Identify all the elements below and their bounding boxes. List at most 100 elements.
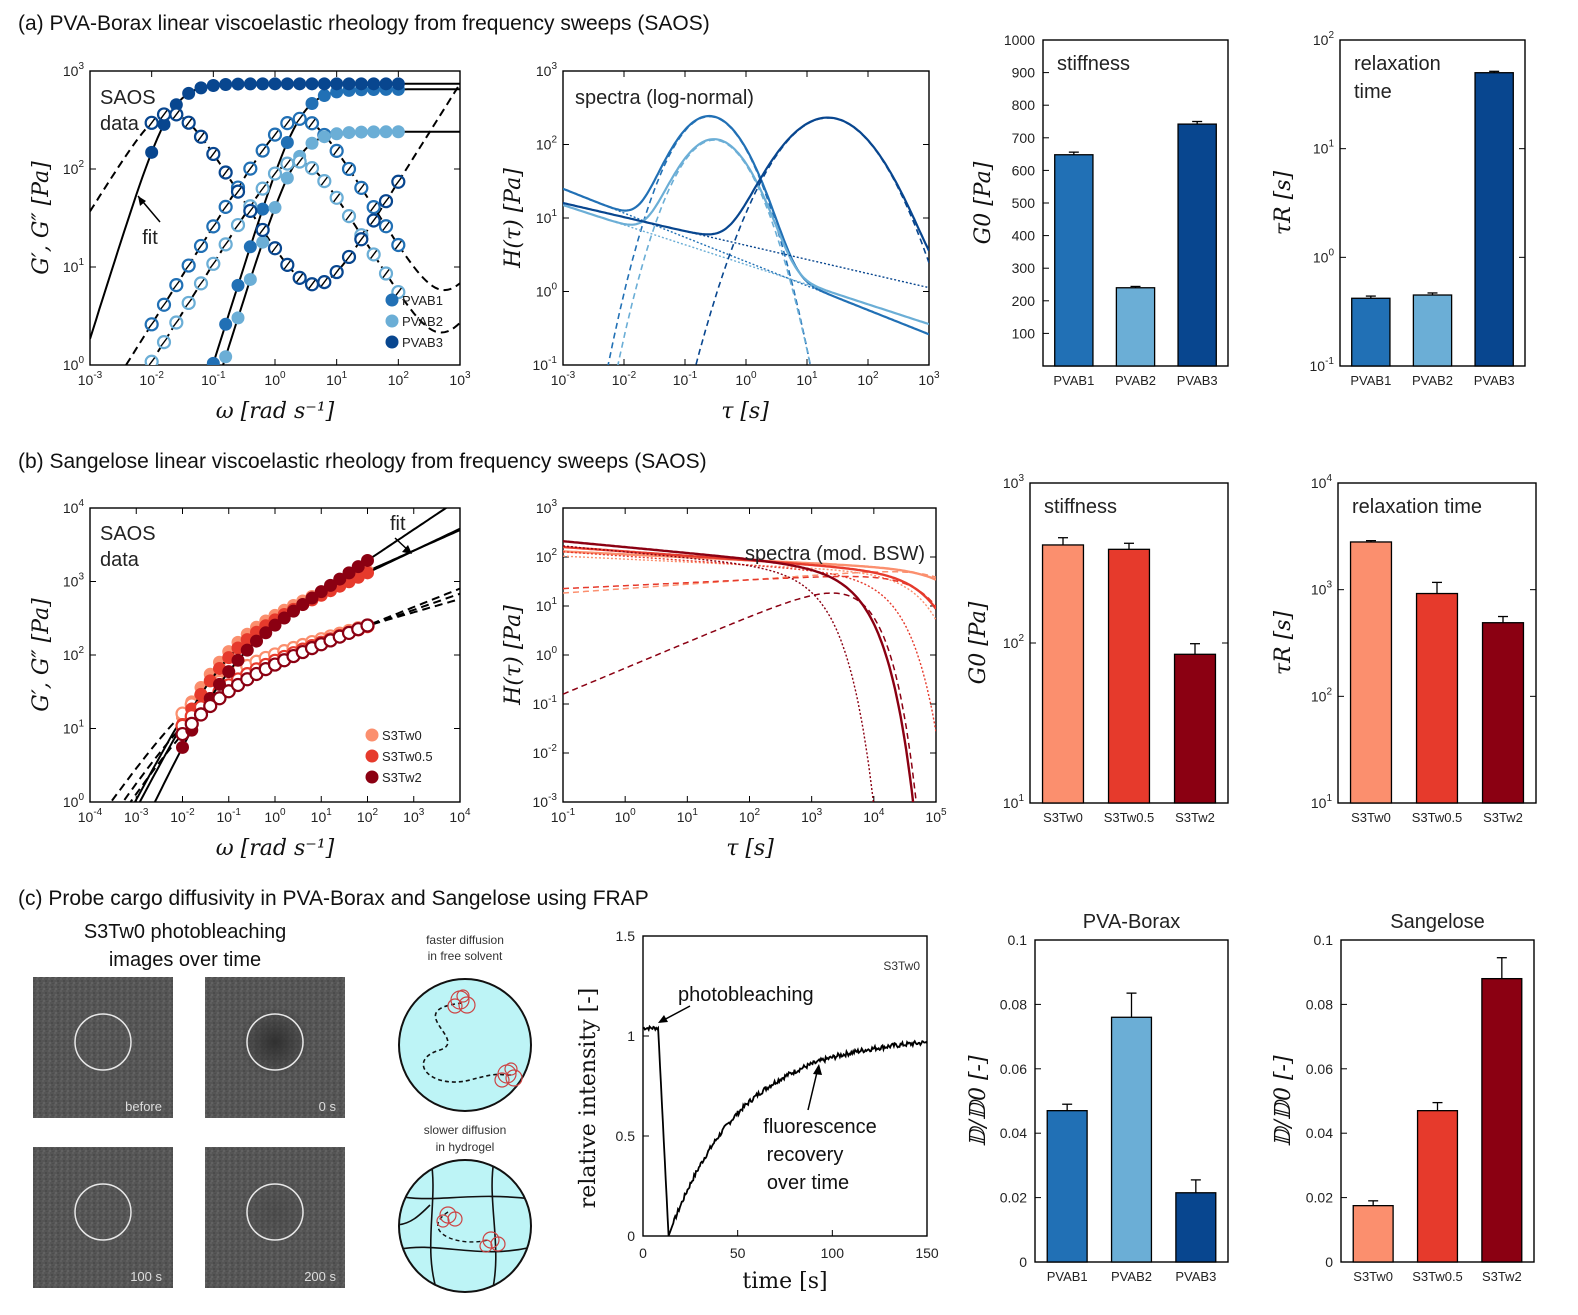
- a_stiffness-ytick-label: 300: [1012, 260, 1036, 276]
- c-frap-ann-arrowhead-1: [658, 1015, 668, 1023]
- a-spec-ytick-label: 100: [536, 282, 558, 300]
- b_stiffness-bar-S3Tw0: [1041, 544, 1085, 804]
- b-saos-legend-marker: [365, 728, 379, 742]
- c-frap-chart: 0 50 100 150 0 0.5 1 1.5 relative intensity [-] t…: [576, 928, 939, 1294]
- a-saos-point-PVAB2: [354, 125, 368, 139]
- a_relax-bar-PVAB3: [1474, 72, 1514, 367]
- a-spec-line-PVAB3: [563, 116, 929, 252]
- frap-image-100s: 100 s: [33, 1147, 173, 1288]
- c_pva-category-label: PVAB2: [1111, 1269, 1152, 1284]
- b-spec-xlabel: τ [s]: [726, 836, 774, 861]
- a-saos-fit-through: [320, 277, 328, 287]
- c-frap-curve: [642, 1024, 928, 1237]
- a-saos-ytick-label: 101: [63, 257, 85, 275]
- b-spec-xtick-label: 105: [925, 807, 947, 825]
- a-saos-point-PVAB3: [342, 77, 356, 91]
- a_stiffness-ytick-label: 900: [1012, 65, 1036, 81]
- b-spec-dashed-1: [563, 575, 936, 607]
- a-saos-point-PVAB2: [305, 136, 319, 150]
- b_relax-ytick-label: 102: [1311, 686, 1333, 704]
- a-saos-point-PVAB2: [367, 125, 381, 139]
- a_relax-category-label: PVAB3: [1474, 373, 1515, 388]
- c-frap-ann-line3: over time: [767, 1172, 849, 1194]
- c-frap-ytick-label: 1.5: [616, 928, 636, 944]
- a-saos-chart: 10-3 10-2 10-1 100 101 102 103 100 101 102 103 G′, …: [29, 61, 471, 424]
- c_pva-ytick-label: 0.06: [1000, 1061, 1027, 1077]
- a_stiffness-ylabel: G0 [Pa]: [971, 161, 996, 244]
- a-saos-point-PVAB2: [268, 201, 282, 215]
- c_sang-category-label: S3Tw0.5: [1412, 1269, 1463, 1284]
- c-frap-xtick-label: 50: [730, 1245, 746, 1261]
- frap-caption-100s: 100 s: [130, 1269, 162, 1284]
- frap-image-block: S3Tw0 photobleaching images over time: [33, 921, 345, 1288]
- b-saos-point-S3Tw2: [203, 698, 218, 714]
- b-saos-legend-label: S3Tw0.5: [382, 749, 433, 764]
- a-saos-fit-through: [283, 159, 291, 169]
- a-spec-title: spectra (log-normal): [575, 87, 754, 109]
- a-saos-xlabel: ω [rad s⁻¹]: [216, 399, 335, 424]
- a-saos-xtick-label: 10-1: [201, 370, 226, 388]
- a-spec-line-PVAB1: [563, 114, 929, 336]
- a-spec-xtick-label: 10-3: [551, 370, 576, 388]
- a-saos-fit-through: [148, 357, 156, 365]
- b-saos-ylabel: G′, G″ [Pa]: [29, 598, 54, 712]
- b_relax-chart: 101 102 103 104 S3Tw0 S3Tw0.5 S3Tw2 relaxation …: [1271, 473, 1537, 825]
- a-saos-point-PVAB3: [194, 81, 208, 95]
- a-saos-fit-through: [197, 278, 205, 288]
- b-saos-plot: [109, 508, 460, 802]
- b-saos-ytick-label: 101: [63, 719, 85, 737]
- schematic-top-line1: faster diffusion: [426, 933, 504, 947]
- a-spec-xtick-label: 10-2: [612, 370, 637, 388]
- c-frap-xtick-label: 100: [821, 1245, 845, 1261]
- a-saos-point-PVAB1: [219, 317, 233, 331]
- a-saos-fit-through: [259, 146, 267, 155]
- a_stiffness-ytick-label: 800: [1012, 97, 1036, 113]
- a-saos-fit-through: [148, 319, 156, 329]
- a-saos-point-PVAB3: [354, 77, 368, 91]
- c_pva-ytick-label: 0: [1019, 1254, 1027, 1270]
- c_sang-bar-S3Tw0.5: [1416, 1110, 1459, 1263]
- a-saos-fit-through: [197, 241, 205, 251]
- diffusion-schematic: faster diffusion in free solvent slower …: [398, 933, 532, 1293]
- b-spec-ytick-label: 10-3: [533, 792, 558, 810]
- a-spec-ytick-label: 102: [536, 135, 558, 153]
- b-saos-point-S3Tw2: [314, 585, 328, 599]
- b-saos-point-S3Tw2: [324, 578, 337, 592]
- gel-path: [437, 1211, 489, 1243]
- b_stiffness-bar-S3Tw2: [1173, 653, 1217, 804]
- polymer-coil-3: [436, 1206, 463, 1228]
- a_relax-ytick-label: 101: [1313, 139, 1335, 157]
- b-spec-xtick-label: 10-1: [551, 807, 576, 825]
- b-saos-legend-label: S3Tw2: [382, 770, 422, 785]
- a-saos-point-PVAB3: [206, 78, 220, 92]
- a-spec-line-PVAB2: [563, 138, 929, 326]
- c_pva-chart: 0 0.02 0.04 0.06 0.08 0.1 PVAB1 PVAB2 PVAB3 PVA-B…: [966, 911, 1229, 1284]
- a_stiffness-category-label: PVAB2: [1115, 373, 1156, 388]
- b-saos-legend-label: S3Tw0: [382, 728, 422, 743]
- a-spec-xtick-label: 101: [796, 370, 818, 388]
- schematic-bottom-line2: in hydrogel: [436, 1140, 495, 1154]
- a-saos-fit-gdprime-PVAB1: [124, 117, 460, 365]
- b-spec-dashed-2: [563, 592, 917, 802]
- c-frap-ytick-label: 1: [627, 1028, 635, 1044]
- b-saos-xtick-label: 102: [357, 807, 379, 825]
- b-saos-point-S3Tw2: [287, 604, 300, 618]
- b-saos-point-S3Tw2: [193, 707, 209, 722]
- a-spec-ytick-label: 10-1: [533, 355, 558, 373]
- a-saos-point-PVAB1: [231, 278, 245, 292]
- c_pva-ytick-label: 0.02: [1000, 1190, 1027, 1206]
- c_sang-title: Sangelose: [1390, 911, 1485, 933]
- a_relax-chart: 10-1 100 101 102 PVAB1 PVAB2 PVAB3 relaxation ti…: [1271, 30, 1526, 388]
- a-saos-fit-through: [283, 118, 291, 128]
- c_sang-ytick-label: 0.02: [1306, 1190, 1333, 1206]
- a_relax-bar-PVAB2: [1412, 294, 1453, 367]
- c_sang-bar-S3Tw2: [1481, 977, 1523, 1263]
- a_relax-ytick-label: 100: [1313, 247, 1335, 265]
- a_stiffness-title-0: stiffness: [1057, 53, 1130, 75]
- a-saos-point-PVAB1: [256, 202, 270, 216]
- a-saos-point-PVAB2: [342, 126, 356, 140]
- a-saos-fit-through: [209, 259, 217, 269]
- a-saos-fit-through: [370, 202, 378, 212]
- b-saos-xtick-label: 10-1: [217, 807, 242, 825]
- frap-image-200s: 200 s: [205, 1147, 345, 1288]
